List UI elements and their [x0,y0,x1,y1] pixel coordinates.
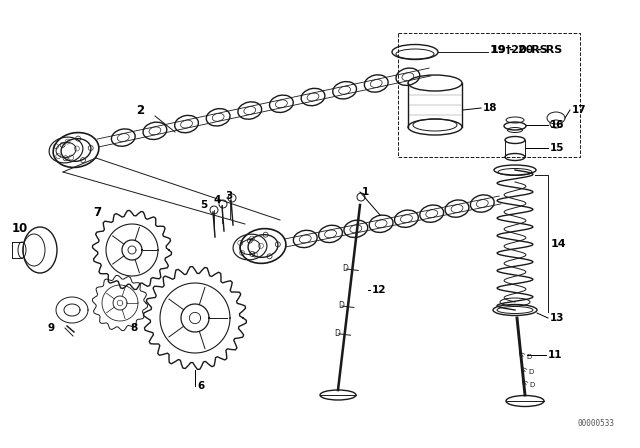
Text: D: D [529,382,534,388]
Text: 19†20‐RS: 19†20‐RS [491,45,548,55]
Text: 4: 4 [213,195,220,205]
Text: 13: 13 [550,313,564,323]
Text: 9: 9 [47,323,54,333]
Text: D: D [335,329,340,338]
Text: 1: 1 [362,187,369,197]
Text: 5: 5 [200,200,207,210]
Text: 3: 3 [225,191,232,201]
Text: 19 - 20 - RS: 19 - 20 - RS [490,45,563,55]
Text: 11: 11 [548,350,563,360]
Text: 2: 2 [136,103,144,116]
Text: 16: 16 [550,120,564,130]
Text: D: D [528,369,533,375]
Text: D: D [338,301,344,310]
Text: 6: 6 [197,381,204,391]
Text: 00000533: 00000533 [578,419,615,428]
Text: D: D [342,264,348,273]
Text: 10: 10 [12,221,28,234]
Text: 15: 15 [550,143,564,153]
Text: D: D [526,354,531,360]
Text: 18: 18 [483,103,497,113]
Text: 8: 8 [130,323,137,333]
Text: 12: 12 [372,285,387,295]
Text: 7: 7 [93,206,101,219]
Text: 17: 17 [572,105,587,115]
Text: 14: 14 [551,239,566,249]
